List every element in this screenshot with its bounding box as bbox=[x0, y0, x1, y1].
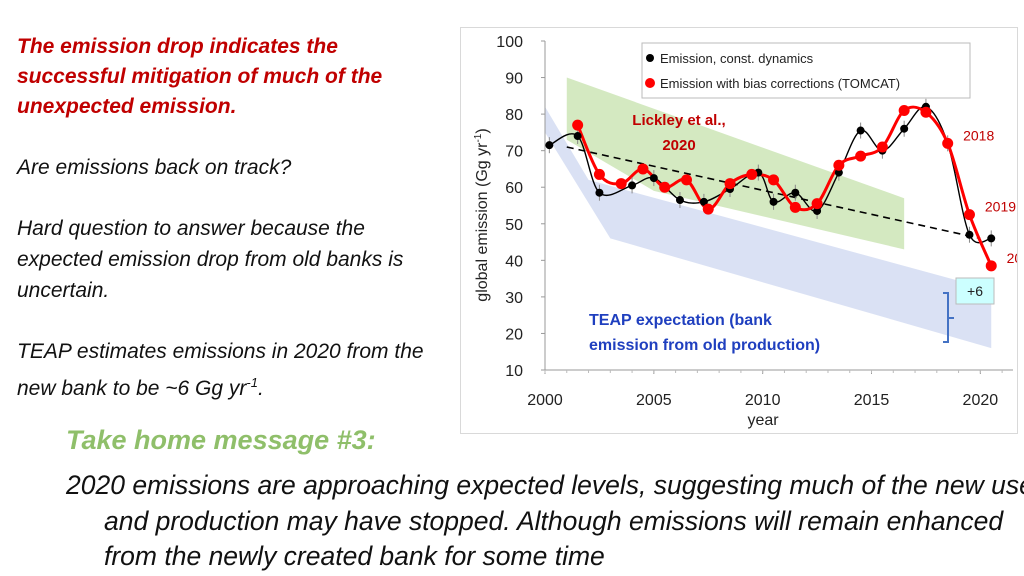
plus6-label: +6 bbox=[967, 283, 983, 299]
year-annotation: 2018 bbox=[963, 127, 994, 143]
black-point bbox=[675, 196, 684, 205]
y-axis-label-end: ) bbox=[474, 128, 491, 133]
red-point bbox=[680, 174, 692, 186]
red-point bbox=[789, 201, 801, 213]
y-axis-label: global emission (Gg yr-1) bbox=[473, 128, 491, 301]
y-tick-label: 100 bbox=[496, 34, 523, 51]
y-tick-label: 80 bbox=[505, 107, 523, 124]
chart-svg: 10 20 30 40 50 60 70 80 90 100 2000 2005 2010 2015 202… bbox=[473, 34, 1024, 429]
red-point bbox=[942, 137, 954, 149]
red-point bbox=[746, 168, 758, 180]
black-point bbox=[856, 126, 865, 135]
lickley-label-line1: Lickley et al., bbox=[632, 112, 725, 129]
y-tick-label: 20 bbox=[505, 326, 523, 343]
y-tick-label: 50 bbox=[505, 217, 523, 234]
x-tick-label: 2015 bbox=[854, 392, 890, 409]
black-point bbox=[791, 188, 800, 197]
lickley-label-line2: 2020 bbox=[662, 137, 695, 154]
y-tick-label: 70 bbox=[505, 144, 523, 161]
teap-estimate-sup: -1 bbox=[246, 375, 258, 390]
black-point bbox=[965, 230, 974, 239]
year-annotation-bg bbox=[979, 195, 1022, 218]
black-point bbox=[545, 141, 554, 150]
x-tick-label: 2010 bbox=[745, 392, 781, 409]
x-axis-label: year bbox=[747, 412, 779, 429]
plus6-box bbox=[955, 277, 995, 305]
y-tick-label: 90 bbox=[505, 71, 523, 88]
x-tick-label: 2005 bbox=[636, 392, 672, 409]
teap-estimate-main: TEAP estimates emissions in 2020 from th… bbox=[17, 340, 424, 400]
takehome-message: 2020 emissions are approaching expected … bbox=[66, 470, 1024, 571]
y-axis-label-main: global emission (Gg yr bbox=[474, 142, 491, 302]
legend-box bbox=[641, 42, 971, 99]
black-point bbox=[595, 188, 604, 197]
legend-red-label: Emission with bias corrections (TOMCAT) bbox=[660, 76, 900, 91]
black-point bbox=[649, 174, 658, 183]
red-point bbox=[876, 141, 888, 153]
teap-estimate-text: TEAP estimates emissions in 2020 from th… bbox=[17, 336, 447, 404]
red-point bbox=[702, 203, 714, 215]
x-tick-label: 2020 bbox=[963, 392, 999, 409]
year-annotation: 2020 bbox=[1007, 250, 1017, 266]
takehome-title: Take home message #3: bbox=[66, 425, 376, 455]
lead-statement: The emission drop indicates the successf… bbox=[17, 35, 383, 118]
black-point bbox=[769, 197, 778, 206]
red-point bbox=[985, 260, 997, 272]
legend-red-marker bbox=[645, 78, 655, 88]
y-tick-label: 60 bbox=[505, 180, 523, 197]
legend-black-marker bbox=[646, 54, 654, 62]
red-point bbox=[615, 178, 627, 190]
left-text-panel: The emission drop indicates the successf… bbox=[17, 32, 447, 404]
teap-bracket bbox=[943, 292, 954, 343]
black-point bbox=[834, 168, 843, 177]
black-point bbox=[900, 124, 909, 133]
question-text: Are emissions back on track? bbox=[17, 156, 292, 179]
legend-black-label: Emission, const. dynamics bbox=[660, 51, 814, 66]
red-point bbox=[811, 198, 823, 210]
teap-label-line1: TEAP expectation (bank bbox=[589, 312, 772, 329]
y-tick-label: 30 bbox=[505, 290, 523, 307]
trend-line bbox=[566, 146, 981, 240]
answer-text: Hard question to answer because the expe… bbox=[17, 217, 404, 302]
red-point bbox=[833, 159, 845, 171]
emission-chart: 10 20 30 40 50 60 70 80 90 100 2000 2005 2010 2015 202… bbox=[460, 27, 1024, 434]
red-point bbox=[920, 106, 932, 118]
x-tick-label: 2000 bbox=[527, 392, 563, 409]
red-point bbox=[572, 119, 584, 131]
red-point bbox=[593, 168, 605, 180]
red-point bbox=[637, 163, 649, 175]
red-point bbox=[963, 209, 975, 221]
black-point bbox=[987, 234, 996, 243]
year-annotation: 2019 bbox=[985, 199, 1016, 215]
black-point bbox=[813, 206, 822, 215]
y-axis-label-sup: -1 bbox=[473, 133, 484, 142]
black-point bbox=[573, 132, 582, 141]
red-point bbox=[855, 150, 867, 162]
black-point bbox=[699, 197, 708, 206]
red-point bbox=[659, 181, 671, 193]
teap-estimate-end: . bbox=[257, 377, 264, 400]
y-tick-label: 10 bbox=[505, 363, 523, 380]
red-point bbox=[898, 104, 910, 116]
red-point bbox=[724, 178, 736, 190]
teap-band bbox=[545, 106, 992, 349]
red-point bbox=[768, 174, 780, 186]
black-point bbox=[628, 181, 637, 190]
year-annotation-bg bbox=[957, 124, 1000, 147]
teap-label-line2: emission from old production) bbox=[589, 337, 820, 354]
y-tick-label: 40 bbox=[505, 253, 523, 270]
